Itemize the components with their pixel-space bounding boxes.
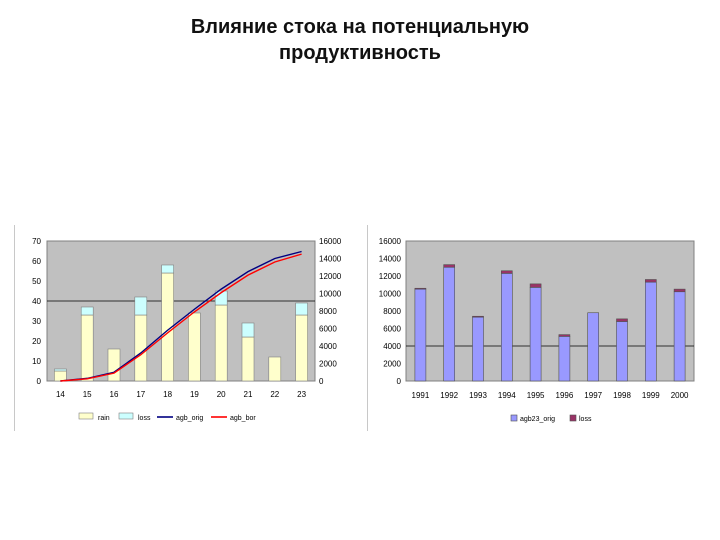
bar-loss [295,302,308,316]
y-tick-label: 6000 [383,325,401,334]
bar-rain [241,336,255,382]
y-left-tick-label: 30 [32,317,41,326]
x-tick-label: 18 [163,390,172,399]
y-tick-label: 4000 [383,342,401,351]
bar-loss [134,296,148,316]
x-tick-label: 20 [217,390,226,399]
x-tick-label: 1991 [412,391,430,400]
x-tick-label: 15 [83,390,92,399]
y-left-tick-label: 10 [32,357,41,366]
bar-loss [673,288,686,293]
bar-loss [616,318,628,322]
page-title: Влияние стока на потенциальную продуктив… [100,14,620,66]
bar-agb23-orig [443,266,455,382]
x-tick-label: 21 [244,390,253,399]
page-title-line-1: Влияние стока на потенциальную [190,16,530,38]
legend-label: rain [98,415,110,422]
x-tick-label: 22 [270,390,279,399]
legend-swatch [118,412,134,420]
bar-loss [443,264,455,268]
x-tick-label: 1997 [584,391,602,400]
bar-agb23-orig [587,312,599,382]
x-tick-label: 1999 [642,391,660,400]
bar-loss [558,334,571,337]
y-tick-label: 8000 [383,307,401,316]
bar-loss [80,306,94,316]
chart-yearly-biomass-frame: 0 2000 4000 6000 8000 10000 12000 14000 16000 199… [367,225,703,431]
y-right-tick-label: 4000 [319,342,337,351]
y-left-tick-label: 0 [37,377,42,386]
page-title-line-2: продуктивность [279,42,441,64]
y-left-tick-label: 70 [32,237,41,246]
chart-yearly-biomass: 0 2000 4000 6000 8000 10000 12000 14000 16000 199… [379,237,695,423]
bar-agb23-orig [616,321,628,382]
x-tick-label: 1994 [498,391,516,400]
chart-rain-biomass: 0 10 20 30 40 50 60 70 0 2000 4000 6000 8000 10000 120… [32,237,342,422]
bar-loss [501,270,513,274]
legend-swatch [569,414,577,422]
y-tick-label: 10000 [379,290,402,299]
legend-label: agb_orig [176,415,203,422]
legend-label: agb23_orig [520,416,555,423]
x-tick-label: 1993 [469,391,487,400]
x-tick-label: 1996 [556,391,574,400]
y-right-tick-label: 12000 [319,272,342,281]
x-tick-label: 19 [190,390,199,399]
y-right-tick-label: 14000 [319,255,342,264]
bar-rain [80,314,94,382]
y-tick-label: 12000 [379,272,402,281]
y-left-tick-label: 60 [32,257,41,266]
legend-label: loss [579,416,592,423]
bar-loss [54,368,67,372]
y-left-tick-label: 40 [32,297,41,306]
bar-loss [161,264,174,274]
y-right-tick-label: 2000 [319,360,337,369]
bar-rain [188,312,201,382]
bar-agb23-orig [673,291,686,382]
bar-rain [214,304,228,382]
y-tick-label: 2000 [383,360,401,369]
y-tick-label: 16000 [379,237,402,246]
x-tick-label: 23 [297,390,306,399]
bar-loss [414,287,427,290]
bar-rain [54,370,67,382]
y-right-tick-label: 10000 [319,290,342,299]
bar-rain [107,348,121,382]
y-left-tick-label: 50 [32,277,41,286]
legend-label: loss [138,415,151,422]
x-tick-label: 1992 [440,391,458,400]
bar-rain [134,314,148,382]
bar-agb23-orig [501,273,513,382]
bar-agb23-orig [644,281,657,382]
bar-loss [241,322,255,338]
y-tick-label: 14000 [379,255,402,264]
line-agb-bor [60,253,302,382]
y-right-tick-label: 0 [319,377,324,386]
bar-agb23-orig [472,316,484,382]
x-tick-label: 1998 [613,391,631,400]
y-tick-label: 0 [397,377,402,386]
bar-rain [295,314,308,382]
chart-rain-biomass-frame: 0 10 20 30 40 50 60 70 0 2000 4000 6000 8000 10000 120… [14,225,355,431]
x-tick-label: 16 [110,390,119,399]
bar-loss [529,283,542,288]
y-right-tick-label: 16000 [319,237,342,246]
bar-loss [644,279,657,283]
y-right-tick-label: 6000 [319,325,337,334]
bar-loss [472,315,484,318]
bar-agb23-orig [414,288,427,382]
y-left-tick-label: 20 [32,337,41,346]
legend-swatch [510,414,518,422]
x-tick-label: 1995 [527,391,545,400]
legend-swatch [78,412,94,420]
bar-agb23-orig [558,336,571,382]
y-right-tick-label: 8000 [319,307,337,316]
legend-label: agb_bor [230,415,256,422]
x-tick-label: 17 [136,390,145,399]
x-tick-label: 14 [56,390,65,399]
x-tick-label: 2000 [671,391,689,400]
bar-rain [268,356,282,382]
bar-agb23-orig [529,287,542,382]
